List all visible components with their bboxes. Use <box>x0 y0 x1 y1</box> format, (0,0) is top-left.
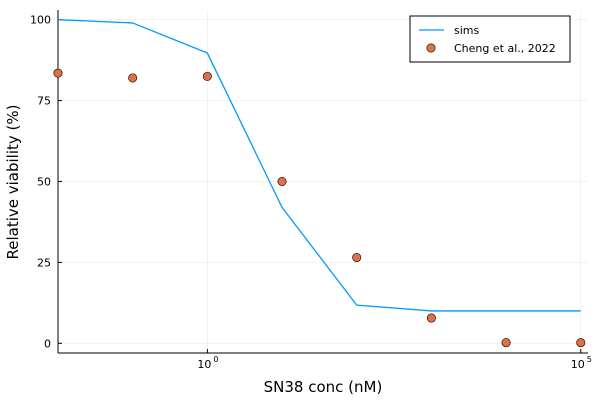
legend: sims Cheng et al., 2022 <box>409 15 571 63</box>
x-tick-exponent: 0 <box>213 355 218 364</box>
x-tick-label: 10 <box>571 358 585 371</box>
grid-lines <box>58 10 588 353</box>
data-point-cheng <box>277 177 287 187</box>
y-axis-ticks: 0 25 50 75 100 <box>30 14 62 350</box>
legend-label-cheng: Cheng et al., 2022 <box>454 42 556 55</box>
y-tick-label: 75 <box>37 95 51 108</box>
data-point-cheng <box>128 73 138 83</box>
series-line-sims <box>57 19 581 312</box>
y-tick-label: 100 <box>30 14 51 27</box>
data-point-cheng <box>576 338 586 348</box>
data-point-cheng <box>352 253 362 263</box>
x-tick-label: 10 <box>197 358 211 371</box>
x-axis-ticks: 10 0 10 5 <box>197 349 592 371</box>
plot-area <box>53 19 586 348</box>
data-point-cheng <box>202 71 212 81</box>
x-tick-exponent: 5 <box>587 355 592 364</box>
data-point-cheng <box>426 313 436 323</box>
data-point-cheng <box>501 338 511 348</box>
y-tick-label: 0 <box>44 337 51 350</box>
y-axis-label: Relative viability (%) <box>4 104 22 259</box>
data-point-cheng <box>53 68 63 78</box>
y-tick-label: 25 <box>37 256 51 269</box>
y-tick-label: 50 <box>37 176 51 189</box>
legend-box <box>409 15 571 63</box>
x-axis-label: SN38 conc (nM) <box>264 378 383 396</box>
legend-marker-cheng <box>426 43 436 53</box>
legend-label-sims: sims <box>454 24 480 37</box>
